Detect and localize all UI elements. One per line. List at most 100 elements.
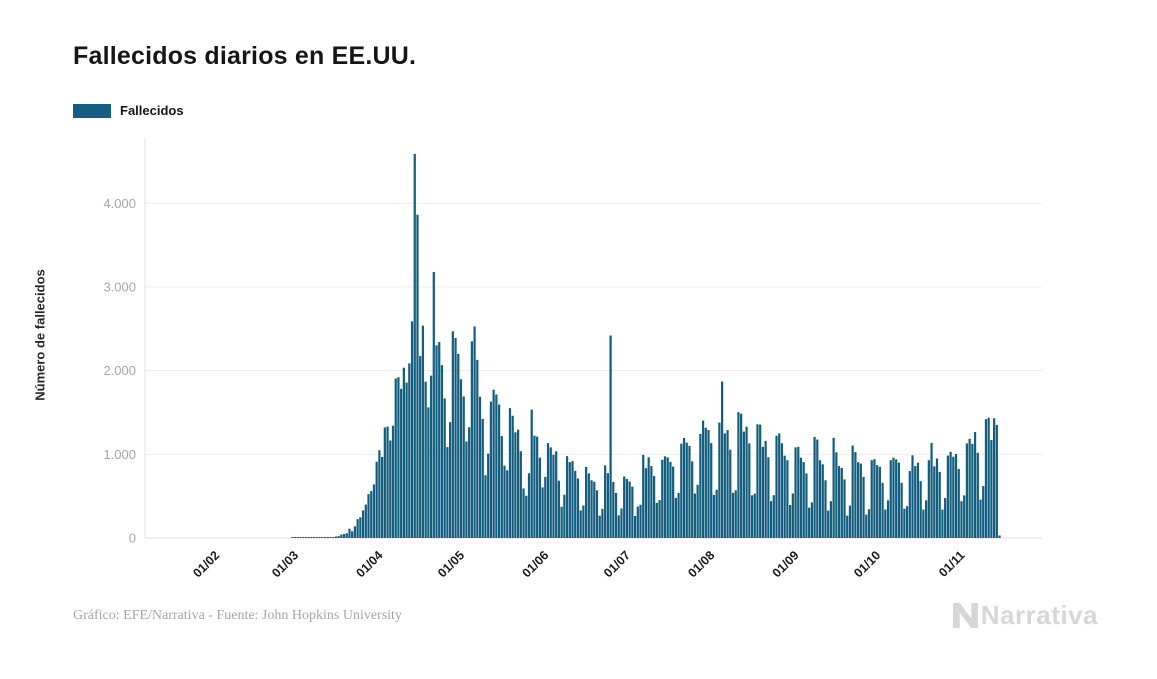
bar[interactable]	[859, 463, 862, 538]
bar[interactable]	[511, 415, 514, 538]
bar[interactable]	[565, 456, 569, 538]
bar[interactable]	[633, 515, 637, 538]
bar[interactable]	[794, 447, 797, 538]
bar[interactable]	[356, 519, 359, 538]
bar[interactable]	[982, 486, 985, 538]
bar[interactable]	[984, 419, 988, 538]
bar[interactable]	[862, 476, 865, 538]
bar[interactable]	[998, 535, 1001, 538]
bar[interactable]	[470, 341, 473, 538]
bar[interactable]	[590, 480, 593, 538]
bar[interactable]	[827, 510, 830, 538]
bar[interactable]	[440, 365, 444, 538]
bar[interactable]	[345, 533, 348, 538]
bar[interactable]	[500, 436, 503, 538]
bar[interactable]	[326, 537, 329, 538]
bar[interactable]	[674, 497, 677, 538]
bar[interactable]	[837, 466, 841, 538]
bar[interactable]	[663, 456, 667, 538]
bar[interactable]	[386, 426, 389, 538]
bar[interactable]	[824, 480, 827, 538]
bar[interactable]	[487, 453, 490, 538]
bar[interactable]	[364, 504, 367, 538]
bar[interactable]	[965, 443, 969, 538]
bar[interactable]	[979, 499, 982, 538]
bar[interactable]	[813, 436, 816, 538]
bar[interactable]	[334, 536, 337, 538]
bar[interactable]	[973, 432, 977, 538]
bar[interactable]	[552, 454, 555, 538]
bar[interactable]	[718, 422, 721, 538]
bar[interactable]	[489, 401, 493, 538]
bar[interactable]	[484, 475, 487, 538]
bar[interactable]	[408, 363, 411, 538]
bar[interactable]	[381, 457, 384, 538]
bar[interactable]	[789, 504, 792, 538]
bar[interactable]	[457, 353, 460, 538]
bar[interactable]	[465, 441, 468, 538]
bar[interactable]	[884, 509, 887, 538]
bar[interactable]	[786, 460, 789, 538]
bar[interactable]	[933, 466, 936, 538]
bar[interactable]	[555, 451, 558, 538]
bar[interactable]	[816, 439, 819, 538]
bar[interactable]	[764, 440, 767, 538]
bar[interactable]	[900, 482, 903, 538]
bar[interactable]	[699, 433, 702, 538]
bar[interactable]	[492, 389, 495, 538]
bar[interactable]	[799, 457, 803, 538]
bar[interactable]	[351, 531, 354, 538]
bar[interactable]	[677, 492, 680, 538]
bar[interactable]	[731, 492, 735, 538]
bar[interactable]	[818, 460, 822, 538]
bar[interactable]	[397, 377, 400, 538]
bar[interactable]	[503, 465, 506, 538]
bar[interactable]	[402, 367, 405, 538]
bar[interactable]	[769, 501, 773, 538]
bar[interactable]	[315, 537, 318, 538]
bar[interactable]	[574, 470, 577, 538]
bar[interactable]	[614, 492, 618, 538]
bar[interactable]	[405, 382, 408, 538]
bar[interactable]	[903, 508, 906, 538]
bar[interactable]	[745, 426, 748, 538]
bar[interactable]	[957, 468, 960, 538]
bar[interactable]	[323, 537, 327, 538]
bar[interactable]	[582, 505, 585, 538]
bar[interactable]	[721, 381, 724, 538]
bar[interactable]	[443, 398, 446, 538]
bar[interactable]	[655, 502, 658, 538]
bar[interactable]	[680, 443, 683, 538]
bar[interactable]	[313, 537, 316, 538]
bar[interactable]	[693, 493, 697, 538]
bar[interactable]	[688, 445, 691, 538]
bar[interactable]	[508, 408, 512, 538]
bar[interactable]	[446, 447, 449, 538]
bar[interactable]	[723, 433, 726, 538]
bar[interactable]	[293, 537, 297, 538]
bar[interactable]	[805, 473, 808, 538]
bar[interactable]	[454, 338, 457, 538]
bar[interactable]	[916, 462, 920, 538]
bar[interactable]	[791, 493, 794, 538]
bar[interactable]	[775, 435, 778, 538]
bar[interactable]	[876, 465, 879, 538]
bar[interactable]	[451, 331, 454, 538]
bar[interactable]	[427, 407, 430, 538]
bar[interactable]	[995, 424, 998, 538]
bar[interactable]	[530, 409, 533, 538]
bar[interactable]	[517, 429, 520, 538]
bar[interactable]	[636, 506, 639, 538]
bar[interactable]	[541, 487, 544, 538]
bar[interactable]	[976, 452, 979, 538]
bar[interactable]	[642, 454, 645, 538]
bar[interactable]	[914, 466, 917, 538]
bar[interactable]	[919, 481, 922, 538]
bar[interactable]	[342, 533, 346, 538]
bar[interactable]	[848, 505, 852, 538]
bar[interactable]	[748, 443, 751, 538]
bar[interactable]	[291, 537, 294, 538]
bar[interactable]	[560, 506, 563, 538]
bar[interactable]	[691, 461, 694, 538]
